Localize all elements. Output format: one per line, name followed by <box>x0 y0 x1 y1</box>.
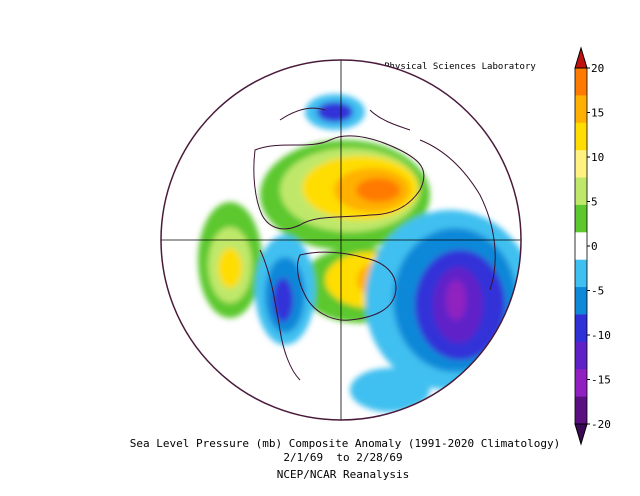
colorbar-swatch <box>575 287 587 315</box>
colorbar-swatch <box>575 122 587 151</box>
graticule <box>161 60 521 420</box>
colorbar-swatch <box>575 204 587 233</box>
colorbar-top-arrow <box>574 46 588 69</box>
caption-dates: 2/1/69 to 2/28/69 <box>283 451 402 464</box>
colorbar-label: -5 <box>591 285 604 298</box>
colorbar-label: -10 <box>591 329 611 342</box>
colorbar-swatch <box>575 341 587 370</box>
map-border <box>160 59 522 421</box>
caption-title: Sea Level Pressure (mb) Composite Anomal… <box>130 437 560 450</box>
colorbar-swatch <box>575 177 587 206</box>
colorbar-swatch <box>575 150 587 179</box>
caption-source: NCEP/NCAR Reanalysis <box>277 468 409 481</box>
colorbar-swatch <box>575 95 587 124</box>
coastlines <box>253 107 496 381</box>
credit-label: NOAA Physical Sciences Laboratory <box>357 62 536 72</box>
anomaly-field <box>198 94 521 412</box>
colorbar-bottom-arrow <box>574 423 588 446</box>
colorbar-swatch <box>575 259 587 288</box>
colorbar-swatch <box>575 369 587 398</box>
colorbar-swatch <box>575 68 587 96</box>
colorbar-label: 0 <box>591 240 598 253</box>
colorbar-label: -20 <box>591 418 611 431</box>
colorbar-label: -15 <box>591 374 611 387</box>
colorbar-swatches <box>574 67 588 425</box>
colorbar: 20 15 10 5 0 -5 -10 -15 -20 <box>574 46 611 446</box>
colorbar-label: 5 <box>591 196 598 209</box>
colorbar-label: 10 <box>591 151 604 164</box>
colorbar-swatch <box>575 314 587 343</box>
colorbar-label: 15 <box>591 107 604 120</box>
colorbar-label: 20 <box>591 62 604 75</box>
colorbar-swatch <box>575 232 587 261</box>
polar-map <box>160 59 522 421</box>
colorbar-swatch <box>575 396 587 425</box>
